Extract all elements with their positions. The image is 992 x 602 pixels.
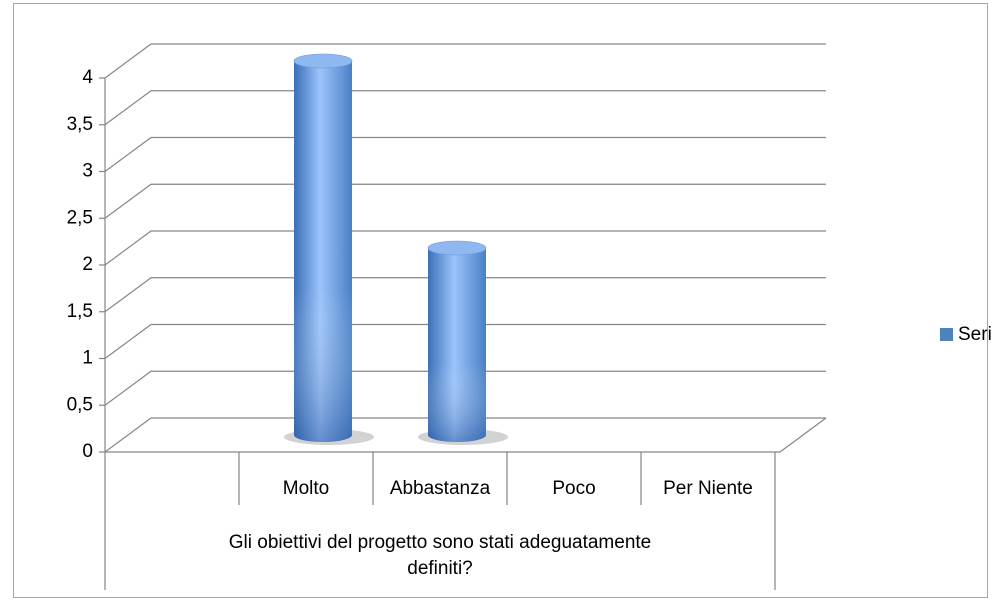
grid-line [104, 183, 826, 219]
y-tick-label: 2 [82, 254, 93, 275]
bar-shade [428, 248, 486, 442]
bar-shade [294, 61, 352, 442]
y-tick-label: 4 [82, 67, 93, 88]
x-tick-label: Poco [552, 478, 595, 499]
grid-line [104, 277, 826, 313]
floor [105, 417, 827, 453]
grid-line [104, 90, 826, 126]
grid-line [104, 43, 826, 79]
grid-line [104, 136, 826, 172]
grid-line [104, 230, 826, 266]
axis-group-label: Gli obiettivi del progetto sono stati ad… [229, 532, 652, 579]
y-tick-label: 2,5 [67, 207, 93, 228]
x-tick-label: Abbastanza [390, 478, 491, 499]
grid-line [104, 417, 826, 453]
bar-top [293, 53, 353, 69]
y-tick-label: 3 [82, 161, 93, 182]
x-tick-label: Molto [283, 478, 329, 499]
grid-line [104, 323, 826, 359]
x-tick-label: Per Niente [663, 478, 753, 499]
legend-swatch [940, 328, 953, 341]
grid-line [104, 370, 826, 406]
y-tick-label: 3,5 [67, 114, 93, 135]
bar-top [427, 240, 487, 256]
y-tick-label: 1 [82, 348, 93, 369]
legend-label: Serie1 [958, 324, 992, 345]
y-tick-label: 0 [82, 441, 93, 462]
chart-border [13, 3, 988, 598]
y-tick-label: 0,5 [67, 394, 93, 415]
y-tick-label: 1,5 [67, 301, 93, 322]
